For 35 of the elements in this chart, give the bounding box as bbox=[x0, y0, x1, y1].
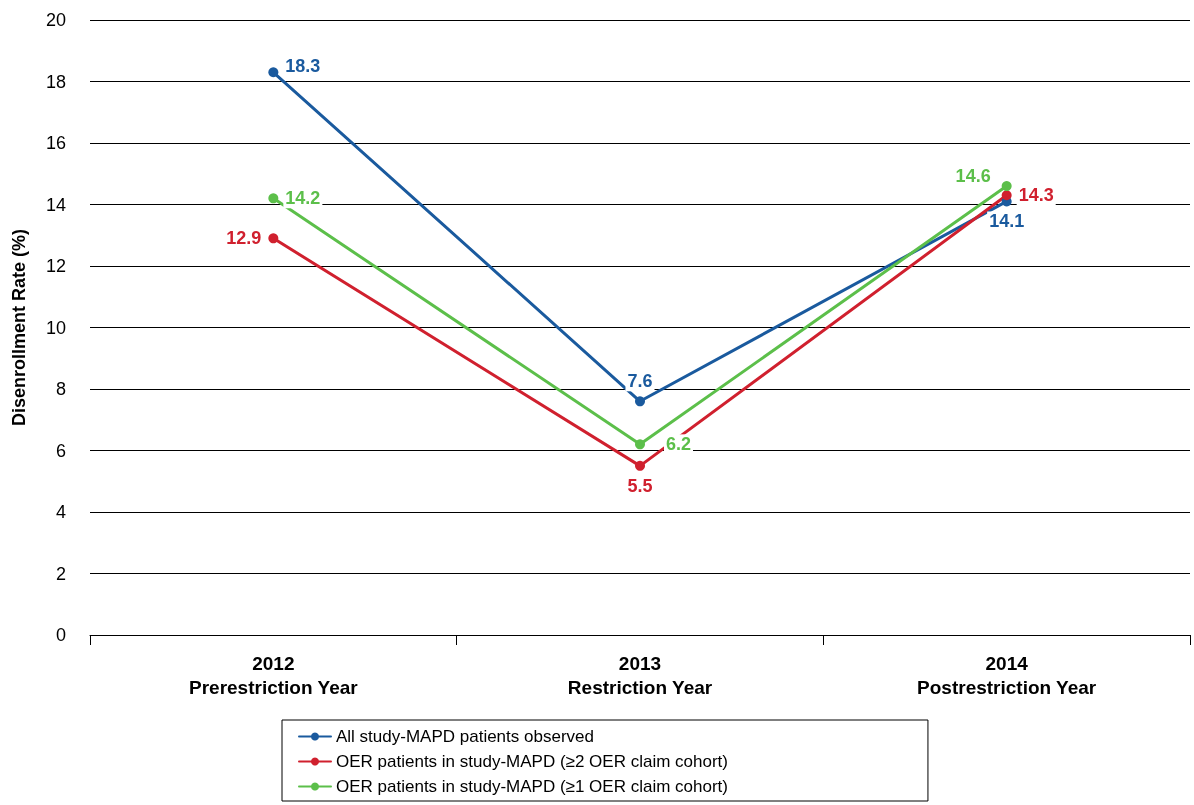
legend-label: OER patients in study-MAPD (≥1 OER claim cohort) bbox=[336, 777, 728, 796]
point bbox=[635, 396, 645, 407]
data-label: 12.9 bbox=[226, 228, 262, 249]
data-label: 7.6 bbox=[627, 371, 653, 392]
y-tick-label: 14 bbox=[45, 194, 66, 215]
y-tick-label: 2 bbox=[55, 563, 66, 584]
point bbox=[268, 233, 279, 244]
data-label: 18.3 bbox=[285, 56, 321, 77]
point bbox=[1001, 190, 1012, 201]
y-tick-label: 0 bbox=[55, 625, 66, 645]
point bbox=[635, 460, 645, 471]
y-tick-label: 4 bbox=[55, 502, 66, 522]
x-tick-label: 2013 Restriction Year bbox=[567, 652, 713, 698]
data-label: 5.5 bbox=[627, 475, 653, 496]
x-tick-label: 2012 Prerestriction Year bbox=[189, 652, 359, 698]
data-label: 14.2 bbox=[285, 188, 321, 209]
y-tick-label: 18 bbox=[45, 71, 66, 92]
y-tick-label: 16 bbox=[45, 133, 66, 153]
data-label: 6.2 bbox=[666, 434, 692, 455]
data-label: 14.1 bbox=[989, 211, 1025, 232]
point bbox=[268, 67, 279, 78]
y-tick-label: 12 bbox=[45, 256, 66, 276]
data-label: 14.3 bbox=[1018, 185, 1054, 206]
legend-label: OER patients in study-MAPD (≥2 OER claim cohort) bbox=[336, 752, 728, 771]
y-tick-label: 10 bbox=[45, 317, 66, 338]
y-axis-title: Disenrollment Rate (%) bbox=[9, 228, 29, 427]
y-tick-label: 8 bbox=[55, 379, 66, 399]
y-tick-label: 20 bbox=[45, 10, 66, 30]
legend-label: All study-MAPD patients observed bbox=[336, 727, 594, 746]
data-label: 14.6 bbox=[955, 166, 991, 187]
x-tick-label: 2014 Postrestriction Year bbox=[917, 652, 1097, 698]
y-tick-label: 6 bbox=[55, 440, 66, 461]
point bbox=[1001, 181, 1012, 192]
point bbox=[635, 439, 645, 450]
point bbox=[268, 193, 279, 204]
